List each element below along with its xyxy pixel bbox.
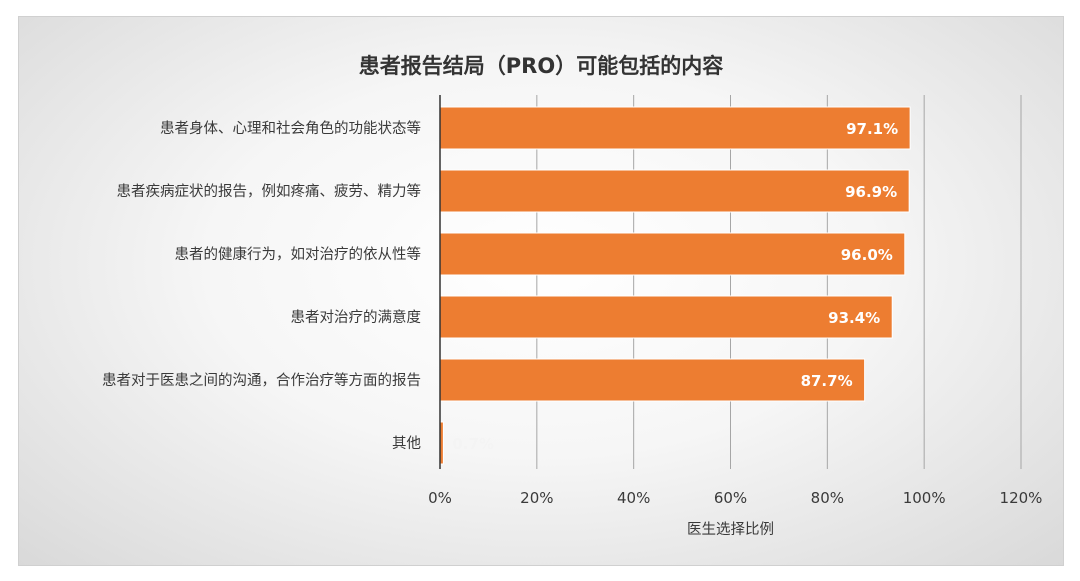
- x-tick-label: 20%: [520, 489, 553, 507]
- bar-value-label: 87.7%: [801, 372, 853, 390]
- bar-value-label: 0.7%: [452, 435, 494, 453]
- chart-frame: 患者报告结局（PRO）可能包括的内容 0% 20% 40% 60% 80% 100% 120…: [18, 16, 1064, 566]
- chart-title: 患者报告结局（PRO）可能包括的内容: [358, 54, 724, 78]
- category-label: 患者对于医患之间的沟通，合作治疗等方面的报告: [102, 371, 421, 389]
- x-tick-label: 60%: [714, 489, 747, 507]
- x-axis-title: 医生选择比例: [687, 521, 774, 538]
- x-tick-label: 0%: [428, 489, 452, 507]
- bar-value-label: 93.4%: [828, 309, 880, 327]
- x-tick-label: 100%: [903, 489, 946, 507]
- bar: [439, 169, 910, 213]
- category-label: 患者对治疗的满意度: [291, 308, 422, 326]
- category-label: 患者身体、心理和社会角色的功能状态等: [160, 119, 421, 137]
- category-label: 其他: [392, 435, 421, 452]
- bar-value-label: 96.9%: [845, 183, 897, 201]
- bar-chart: 0% 20% 40% 60% 80% 100% 120% 97.1% 患者身体、心理和社会角色的…: [102, 95, 1043, 538]
- bar: [439, 106, 911, 150]
- x-tick-label: 40%: [617, 489, 650, 507]
- category-label: 患者的健康行为，如对治疗的依从性等: [175, 245, 422, 263]
- x-tick-label: 120%: [1000, 489, 1043, 507]
- bar: [439, 358, 866, 402]
- category-label: 患者疾病症状的报告，例如疼痛、疲劳、精力等: [117, 182, 422, 200]
- bar-value-label: 97.1%: [846, 120, 898, 138]
- bar-value-label: 96.0%: [841, 246, 893, 264]
- bar: [439, 295, 893, 339]
- bar: [439, 232, 906, 276]
- x-tick-label: 80%: [811, 489, 844, 507]
